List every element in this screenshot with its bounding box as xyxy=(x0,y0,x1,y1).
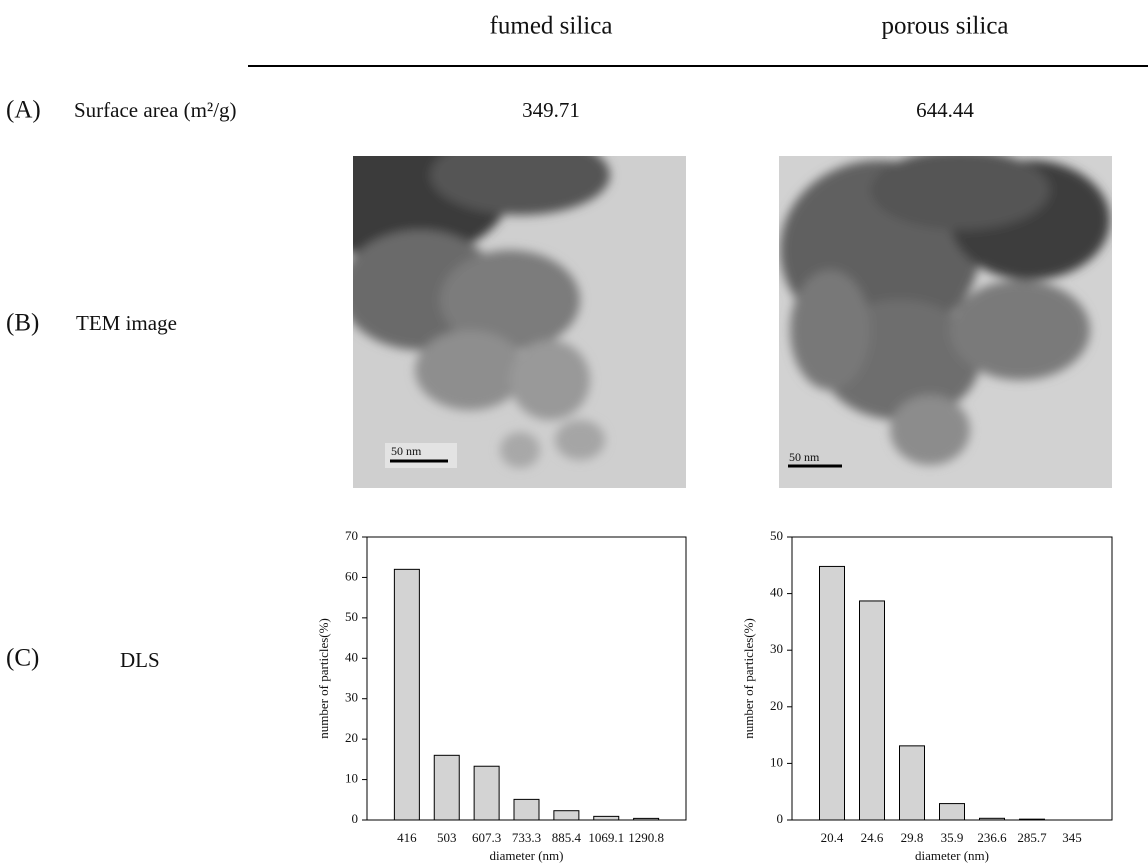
x-tick-label: 20.4 xyxy=(821,830,844,845)
row-name: Surface area (m²/g) xyxy=(74,98,237,122)
y-tick-label: 40 xyxy=(770,585,783,600)
bar xyxy=(394,569,419,820)
y-tick-label: 10 xyxy=(345,771,358,786)
tem-image xyxy=(779,150,1112,488)
y-tick-label: 40 xyxy=(345,649,358,664)
tem-image xyxy=(290,120,686,488)
bar xyxy=(980,818,1005,820)
y-axis-label: number of particles(%) xyxy=(741,618,756,739)
cell-value: 644.44 xyxy=(916,98,974,122)
x-tick-label: 503 xyxy=(437,830,457,845)
x-tick-label: 35.9 xyxy=(941,830,964,845)
row-label: (B) xyxy=(6,310,39,337)
y-tick-label: 30 xyxy=(345,690,358,705)
y-tick-label: 70 xyxy=(345,528,358,543)
bar xyxy=(860,601,885,820)
y-tick-label: 50 xyxy=(345,609,358,624)
y-tick-label: 50 xyxy=(770,528,783,543)
scale-bar-label: 50 nm xyxy=(391,444,422,458)
y-tick-label: 60 xyxy=(345,568,358,583)
y-axis-label: number of particles(%) xyxy=(316,618,331,739)
bar xyxy=(514,799,539,820)
x-tick-label: 607.3 xyxy=(472,830,501,845)
bar xyxy=(820,566,845,820)
bar xyxy=(474,766,499,820)
x-tick-label: 1069.1 xyxy=(588,830,624,845)
x-tick-label: 733.3 xyxy=(512,830,541,845)
y-tick-label: 0 xyxy=(352,811,359,826)
x-axis-label: diameter (nm) xyxy=(490,848,564,863)
cell-value: 349.71 xyxy=(522,98,580,122)
row-name: TEM image xyxy=(76,311,177,335)
x-tick-label: 24.6 xyxy=(861,830,884,845)
column-header: fumed silica xyxy=(490,13,613,40)
bar xyxy=(634,818,659,820)
bar xyxy=(900,746,925,820)
x-tick-label: 416 xyxy=(397,830,417,845)
x-tick-label: 1290.8 xyxy=(628,830,664,845)
x-tick-label: 285.7 xyxy=(1017,830,1047,845)
x-tick-label: 29.8 xyxy=(901,830,924,845)
x-axis-label: diameter (nm) xyxy=(915,848,989,863)
bar xyxy=(940,804,965,820)
scale-bar-label: 50 nm xyxy=(789,450,820,464)
figure: fumed silica porous silica (A) Surface a… xyxy=(0,0,1148,866)
bar xyxy=(594,816,619,820)
y-tick-label: 10 xyxy=(770,754,783,769)
x-tick-label: 885.4 xyxy=(552,830,582,845)
x-tick-label: 236.6 xyxy=(977,830,1007,845)
row-label: (A) xyxy=(6,97,41,124)
bar xyxy=(554,811,579,820)
column-header: porous silica xyxy=(881,13,1008,40)
y-tick-label: 20 xyxy=(345,730,358,745)
bar xyxy=(1020,819,1045,820)
y-tick-label: 30 xyxy=(770,641,783,656)
bar xyxy=(434,755,459,820)
x-tick-label: 345 xyxy=(1062,830,1082,845)
y-tick-label: 0 xyxy=(777,811,784,826)
row-label: (C) xyxy=(6,645,39,672)
y-tick-label: 20 xyxy=(770,698,783,713)
page: fumed silica porous silica (A) Surface a… xyxy=(0,0,1148,866)
row-name: DLS xyxy=(120,648,160,672)
